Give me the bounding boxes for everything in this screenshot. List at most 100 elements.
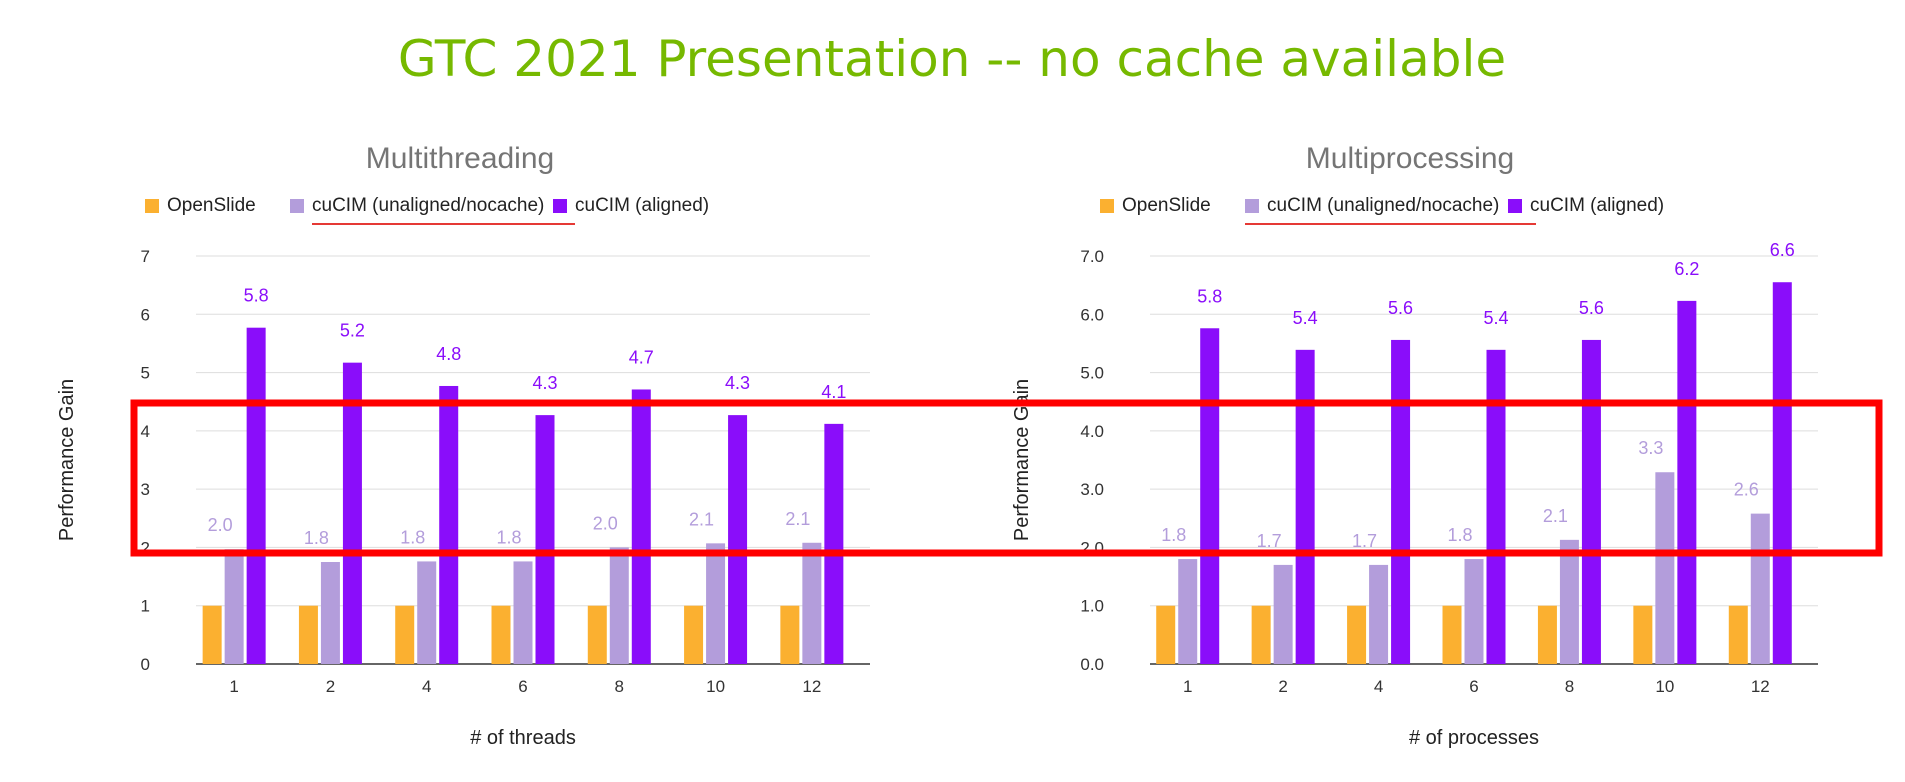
chart-1: Multithreading OpenSlide cuCIM (unaligned/… (56, 142, 870, 749)
bar (1251, 605, 1271, 664)
x-tick-label: 10 (1655, 677, 1674, 696)
x-tick-label: 2 (1278, 677, 1287, 696)
data-label: 2.0 (208, 515, 233, 535)
x-axis-label: # of processes (1409, 727, 1539, 749)
x-tick-label: 6 (518, 677, 527, 696)
data-label: 2.6 (1734, 480, 1759, 500)
data-label: 5.4 (1483, 308, 1508, 328)
bar (342, 362, 362, 664)
legend-item: cuCIM (unaligned/nocache) (290, 195, 544, 216)
bar (1633, 605, 1653, 664)
bar (1347, 605, 1367, 664)
bar (1273, 564, 1293, 664)
chart-2: Multiprocessing OpenSlide cuCIM (unaligned… (1011, 142, 1818, 749)
bar (1537, 605, 1557, 664)
bar (202, 605, 222, 664)
bar (824, 423, 844, 664)
legend-swatch (1508, 199, 1522, 213)
y-tick-label: 3 (141, 480, 150, 499)
chart-title: Multithreading (366, 142, 554, 175)
data-label: 2.1 (785, 509, 810, 529)
bar (224, 549, 244, 664)
bar (1178, 559, 1198, 664)
legend-swatch (290, 199, 304, 213)
data-label: 5.4 (1293, 308, 1318, 328)
data-label: 4.1 (821, 382, 846, 402)
data-label: 5.8 (1197, 286, 1222, 306)
legend-label: OpenSlide (1122, 195, 1211, 216)
y-tick-label: 4 (141, 422, 150, 441)
bar (1655, 472, 1675, 664)
data-label: 5.2 (340, 321, 365, 341)
bar (513, 561, 533, 664)
data-label: 1.8 (1161, 525, 1186, 545)
legend-item: cuCIM (unaligned/nocache) (1245, 195, 1499, 216)
slide-title: GTC 2021 Presentation -- no cache availa… (398, 30, 1506, 88)
bar (417, 561, 437, 664)
bar (802, 542, 822, 664)
x-tick-label: 2 (326, 677, 335, 696)
legend-item: cuCIM (aligned) (553, 195, 709, 216)
x-tick-label: 10 (706, 677, 725, 696)
bar (1391, 339, 1411, 664)
bar (1559, 539, 1579, 664)
x-axis-label: # of threads (470, 727, 576, 749)
data-label: 6.6 (1770, 240, 1795, 260)
data-label: 2.1 (689, 509, 714, 529)
data-label: 2.0 (593, 513, 618, 533)
data-label: 5.6 (1579, 298, 1604, 318)
x-tick-label: 4 (422, 677, 431, 696)
legend-label: cuCIM (unaligned/nocache) (1267, 195, 1499, 216)
x-tick-label: 8 (1565, 677, 1574, 696)
bar (1442, 605, 1462, 664)
legend-label: cuCIM (aligned) (575, 195, 709, 216)
legend-swatch (553, 199, 567, 213)
bar (1728, 605, 1748, 664)
legend-label: OpenSlide (167, 195, 256, 216)
y-tick-label: 7.0 (1080, 247, 1104, 266)
y-tick-label: 0 (141, 655, 150, 674)
data-label: 5.6 (1388, 298, 1413, 318)
x-tick-label: 12 (802, 677, 821, 696)
data-label: 1.8 (496, 527, 521, 547)
chart-title: Multiprocessing (1306, 142, 1514, 175)
bar (1772, 282, 1792, 664)
bar (587, 605, 607, 664)
data-label: 1.7 (1257, 531, 1282, 551)
data-label: 1.8 (1447, 525, 1472, 545)
bar (1486, 349, 1506, 664)
data-label: 4.3 (725, 373, 750, 393)
y-tick-label: 4.0 (1080, 422, 1104, 441)
bar (684, 605, 704, 664)
bar (246, 327, 266, 664)
bar (439, 385, 459, 664)
x-tick-label: 1 (229, 677, 238, 696)
y-tick-label: 0.0 (1080, 655, 1104, 674)
y-tick-label: 6 (141, 305, 150, 324)
bar (1677, 300, 1697, 664)
x-tick-label: 4 (1374, 677, 1383, 696)
data-label: 4.3 (532, 373, 557, 393)
bar (320, 562, 340, 664)
bar (1750, 513, 1770, 664)
bar (1156, 605, 1176, 664)
legend-label: cuCIM (unaligned/nocache) (312, 195, 544, 216)
x-tick-label: 12 (1751, 677, 1770, 696)
highlight-box (130, 399, 1883, 557)
bar (298, 605, 318, 664)
data-label: 6.2 (1674, 259, 1699, 279)
bar (491, 605, 511, 664)
legend-item: cuCIM (aligned) (1508, 195, 1664, 216)
y-tick-label: 5 (141, 364, 150, 383)
x-tick-label: 1 (1183, 677, 1192, 696)
bar (631, 389, 651, 664)
y-axis-label: Performance Gain (56, 379, 78, 541)
y-tick-label: 7 (141, 247, 150, 266)
charts: Multithreading OpenSlide cuCIM (unaligned/… (56, 142, 1818, 749)
y-tick-label: 1.0 (1080, 597, 1104, 616)
bar (706, 543, 726, 664)
x-tick-label: 6 (1469, 677, 1478, 696)
data-label: 1.8 (400, 527, 425, 547)
bar (535, 415, 555, 664)
y-tick-label: 5.0 (1080, 364, 1104, 383)
